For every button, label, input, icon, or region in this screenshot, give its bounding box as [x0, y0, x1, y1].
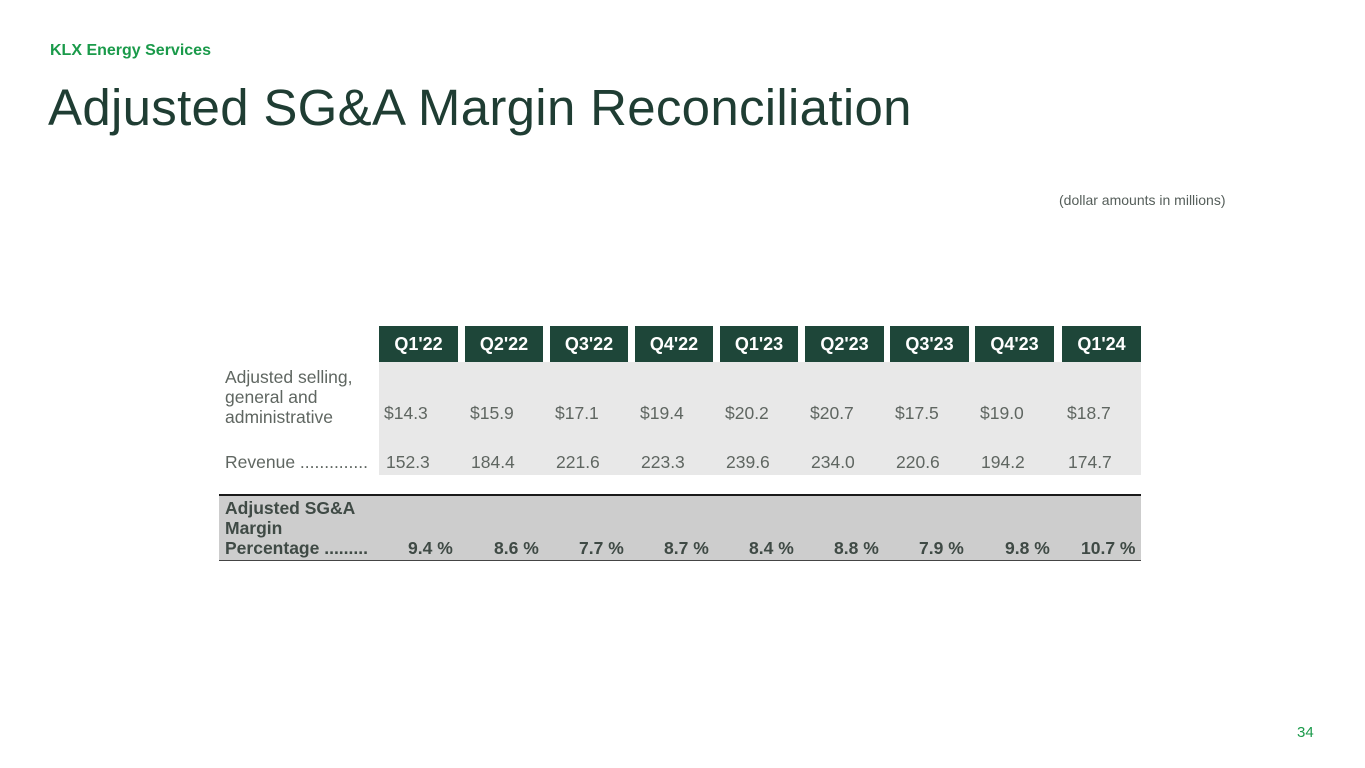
table-cell: $15.9: [470, 403, 514, 423]
table-cell: 234.0: [811, 452, 855, 472]
table-cell: $19.4: [640, 403, 684, 423]
slide-title: Adjusted SG&A Margin Reconciliation: [48, 79, 912, 136]
table-cell: 220.6: [896, 452, 940, 472]
row-label-margin: Adjusted SG&A Margin Percentage ........…: [225, 498, 368, 558]
column-header: Q1'22: [379, 326, 458, 362]
table-cell: 174.7: [1068, 452, 1112, 472]
units-note: (dollar amounts in millions): [1059, 192, 1226, 208]
table-cell: 221.6: [556, 452, 600, 472]
data-band: [379, 362, 1141, 475]
table-cell: 7.9 %: [919, 538, 964, 558]
page-number: 34: [1297, 724, 1314, 741]
table-cell: 9.4 %: [408, 538, 453, 558]
table-cell: 223.3: [641, 452, 685, 472]
company-name: KLX Energy Services: [50, 42, 211, 59]
table-cell: 184.4: [471, 452, 515, 472]
table-cell: 194.2: [981, 452, 1025, 472]
table-cell: 152.3: [386, 452, 430, 472]
total-row-band: [219, 494, 1141, 561]
column-header: Q3'22: [550, 326, 628, 362]
column-header: Q4'23: [975, 326, 1054, 362]
column-header: Q3'23: [890, 326, 969, 362]
table-cell: $18.7: [1067, 403, 1111, 423]
table-cell: 8.7 %: [664, 538, 709, 558]
column-header: Q1'24: [1062, 326, 1141, 362]
table-cell: $20.7: [810, 403, 854, 423]
table-cell: 8.6 %: [494, 538, 539, 558]
table-cell: 9.8 %: [1005, 538, 1050, 558]
table-cell: 10.7 %: [1081, 538, 1136, 558]
column-header: Q1'23: [720, 326, 798, 362]
row-label-sga: Adjusted selling, general and administra…: [225, 367, 353, 427]
table-cell: $17.1: [555, 403, 599, 423]
row-label-revenue: Revenue ..............: [225, 452, 368, 472]
column-header: Q4'22: [635, 326, 713, 362]
table-cell: $19.0: [980, 403, 1024, 423]
table-cell: $14.3: [384, 403, 428, 423]
table-cell: $17.5: [895, 403, 939, 423]
table-cell: 8.4 %: [749, 538, 794, 558]
table-cell: 8.8 %: [834, 538, 879, 558]
column-header: Q2'22: [465, 326, 543, 362]
table-cell: 239.6: [726, 452, 770, 472]
table-cell: 7.7 %: [579, 538, 624, 558]
table-cell: $20.2: [725, 403, 769, 423]
column-header: Q2'23: [805, 326, 884, 362]
